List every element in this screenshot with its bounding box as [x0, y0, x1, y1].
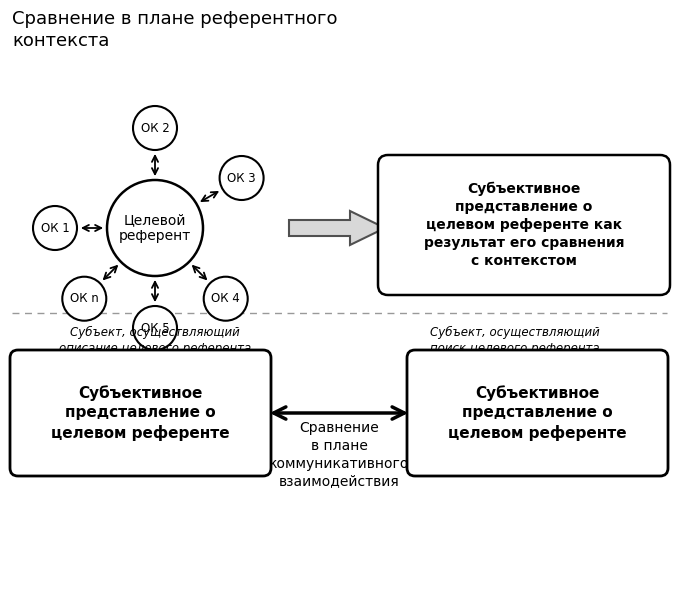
FancyBboxPatch shape: [378, 155, 670, 295]
Text: Субъективное
представление о
целевом референте: Субъективное представление о целевом реф…: [448, 385, 627, 441]
Text: Целевой
референт: Целевой референт: [119, 213, 191, 243]
Circle shape: [219, 156, 263, 200]
Circle shape: [133, 306, 177, 350]
FancyBboxPatch shape: [407, 350, 668, 476]
FancyBboxPatch shape: [10, 350, 271, 476]
Circle shape: [204, 277, 248, 321]
Text: Сравнение в плане референтного
контекста: Сравнение в плане референтного контекста: [12, 10, 337, 50]
Text: Сравнение
в плане
коммуникативного
взаимодействия: Сравнение в плане коммуникативного взаим…: [269, 421, 409, 489]
Text: ОК 1: ОК 1: [41, 221, 69, 234]
Circle shape: [107, 180, 203, 276]
Text: ОК 5: ОК 5: [141, 322, 169, 334]
Circle shape: [33, 206, 77, 250]
Text: Субъект, осуществляющий
поиск целевого референта: Субъект, осуществляющий поиск целевого р…: [430, 326, 600, 355]
Text: Субъект, осуществляющий
описание целевого референта: Субъект, осуществляющий описание целевог…: [59, 326, 251, 355]
Text: Субъективное
представление о
целевом референте как
результат его сравнения
с кон: Субъективное представление о целевом реф…: [424, 182, 624, 268]
Text: Субъективное
представление о
целевом референте: Субъективное представление о целевом реф…: [51, 385, 230, 441]
Circle shape: [133, 106, 177, 150]
Polygon shape: [289, 211, 385, 245]
Text: ОК 4: ОК 4: [211, 292, 240, 305]
Text: ОК 3: ОК 3: [227, 172, 256, 185]
Text: ОК 2: ОК 2: [141, 121, 169, 135]
Text: ОК n: ОК n: [70, 292, 98, 305]
Circle shape: [62, 277, 107, 321]
